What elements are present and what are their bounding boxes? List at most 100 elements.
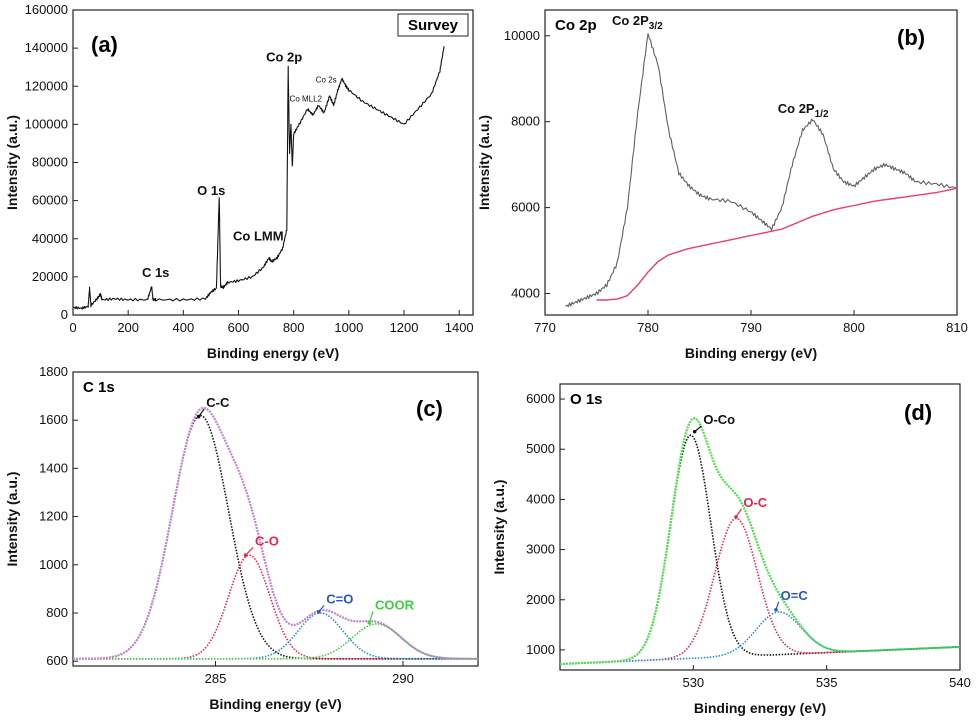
label-arrow-head bbox=[734, 515, 738, 519]
annotation-main: Co 2P bbox=[778, 101, 815, 116]
x-tick-label: 290 bbox=[392, 671, 414, 686]
y-tick-label: 140000 bbox=[25, 40, 68, 55]
peak-annotation: O 1s bbox=[197, 183, 225, 198]
y-tick-label: 1200 bbox=[39, 509, 68, 524]
y-tick-label: 600 bbox=[46, 653, 68, 668]
label-arrow-head bbox=[774, 607, 778, 612]
y-tick-label: 120000 bbox=[25, 78, 68, 93]
plot-area bbox=[73, 46, 445, 310]
label-arrow-head bbox=[367, 620, 372, 625]
y-tick-label: 8000 bbox=[511, 114, 540, 129]
y-tick-label: 3000 bbox=[526, 542, 555, 557]
envelope-curve bbox=[560, 417, 960, 666]
component-label: O=C bbox=[781, 588, 809, 603]
component-curve-O-Co bbox=[560, 434, 960, 665]
panel-label: (c) bbox=[416, 396, 443, 421]
x-tick-label: 1200 bbox=[390, 320, 419, 335]
panel-title: O 1s bbox=[570, 391, 603, 408]
x-tick-label: 770 bbox=[534, 320, 556, 335]
series-line bbox=[565, 33, 957, 308]
peak-annotation: Co 2s bbox=[316, 75, 337, 84]
plot-frame bbox=[72, 371, 479, 667]
x-tick-label: 535 bbox=[816, 675, 838, 690]
annotation-subscript: 1/2 bbox=[815, 109, 829, 120]
component-label: C-C bbox=[206, 395, 230, 410]
component-label: O-C bbox=[743, 495, 767, 510]
x-tick-label: 1000 bbox=[334, 320, 363, 335]
y-axis-label: Intensity (a.u.) bbox=[4, 472, 20, 567]
x-tick-label: 540 bbox=[949, 675, 971, 690]
peak-annotation: Co LMM bbox=[233, 229, 284, 244]
y-tick-label: 0 bbox=[61, 307, 68, 322]
component-curve-O-C bbox=[560, 517, 960, 665]
y-tick-label: 10000 bbox=[504, 28, 540, 43]
x-tick-label: 530 bbox=[682, 675, 704, 690]
panel-b: 770 780 790 800 810 4000 6000 8000 10000 Binding … bbox=[476, 9, 968, 361]
y-tick-label: 1800 bbox=[39, 364, 68, 379]
peak-annotation: Co 2P1/2 bbox=[778, 101, 829, 120]
label-arrow bbox=[368, 611, 374, 623]
y-tick-label: 40000 bbox=[32, 231, 68, 246]
x-axis-label: Binding energy (eV) bbox=[685, 345, 817, 361]
x-tick-label: 0 bbox=[69, 320, 76, 335]
component-curve-C-C bbox=[73, 414, 478, 660]
x-tick-label: 400 bbox=[172, 320, 194, 335]
y-tick-label: 60000 bbox=[32, 193, 68, 208]
panel-title: Co 2p bbox=[555, 17, 597, 34]
label-arrow-head bbox=[196, 414, 201, 419]
legend-box bbox=[397, 13, 469, 37]
y-tick-label: 2000 bbox=[526, 592, 555, 607]
annotation-main: Co 2P bbox=[612, 13, 649, 28]
component-curve-O=C bbox=[560, 611, 960, 665]
x-tick-label: 600 bbox=[228, 320, 250, 335]
peak-annotation: Co 2p bbox=[266, 49, 302, 64]
component-curve-COOR bbox=[73, 622, 478, 660]
component-label: COOR bbox=[375, 597, 415, 612]
peak-annotation: Co MLL2 bbox=[290, 95, 323, 104]
panel-a: 0 200 400 600 800 1000 1200 1400 0 20000 40000 6000… bbox=[4, 2, 474, 361]
panel-label: (a) bbox=[91, 32, 118, 57]
x-tick-label: 790 bbox=[740, 320, 762, 335]
component-curve-C-O bbox=[73, 554, 478, 660]
panel-title: C 1s bbox=[83, 379, 115, 396]
plot-area bbox=[73, 406, 478, 660]
y-axis-label: Intensity (a.u.) bbox=[4, 115, 20, 210]
component-label: O-Co bbox=[703, 412, 735, 427]
component-label: C-O bbox=[255, 534, 279, 549]
y-tick-label: 20000 bbox=[32, 269, 68, 284]
y-tick-label: 6000 bbox=[511, 200, 540, 215]
y-tick-label: 1600 bbox=[39, 412, 68, 427]
y-tick-label: 800 bbox=[46, 605, 68, 620]
y-tick-label: 5000 bbox=[526, 441, 555, 456]
series-line bbox=[73, 46, 445, 310]
x-tick-label: 800 bbox=[283, 320, 305, 335]
component-label: C=O bbox=[326, 591, 353, 606]
plot-area bbox=[560, 417, 960, 666]
y-tick-label: 80000 bbox=[32, 155, 68, 170]
y-tick-label: 160000 bbox=[25, 2, 68, 17]
plot-frame bbox=[544, 9, 958, 316]
panel-label: (b) bbox=[897, 25, 925, 50]
peak-annotation: C 1s bbox=[142, 265, 169, 280]
panel-c: 285 290 600 800 1000 1200 1400 1600 1800 Binding … bbox=[4, 364, 479, 712]
y-tick-label: 100000 bbox=[25, 116, 68, 131]
label-arrow-head bbox=[692, 429, 697, 434]
legend-text: Survey bbox=[408, 17, 459, 34]
x-tick-label: 285 bbox=[205, 671, 227, 686]
x-axis-label: Binding energy (eV) bbox=[207, 345, 339, 361]
x-tick-label: 800 bbox=[843, 320, 865, 335]
label-arrow-head bbox=[243, 553, 248, 557]
y-tick-label: 1400 bbox=[39, 460, 68, 475]
y-tick-label: 1000 bbox=[526, 642, 555, 657]
y-tick-label: 1000 bbox=[39, 557, 68, 572]
x-tick-label: 810 bbox=[946, 320, 968, 335]
y-tick-label: 4000 bbox=[511, 286, 540, 301]
panel-d: 530 535 540 1000 2000 3000 4000 5000 6000 Binding… bbox=[491, 383, 971, 716]
y-axis-label: Intensity (a.u.) bbox=[491, 480, 507, 575]
series-line bbox=[596, 187, 957, 301]
panel-label: (d) bbox=[904, 400, 932, 425]
x-axis-label: Binding energy (eV) bbox=[209, 696, 341, 712]
peak-annotation: Co 2P3/2 bbox=[612, 13, 663, 32]
plot-area bbox=[565, 33, 957, 308]
